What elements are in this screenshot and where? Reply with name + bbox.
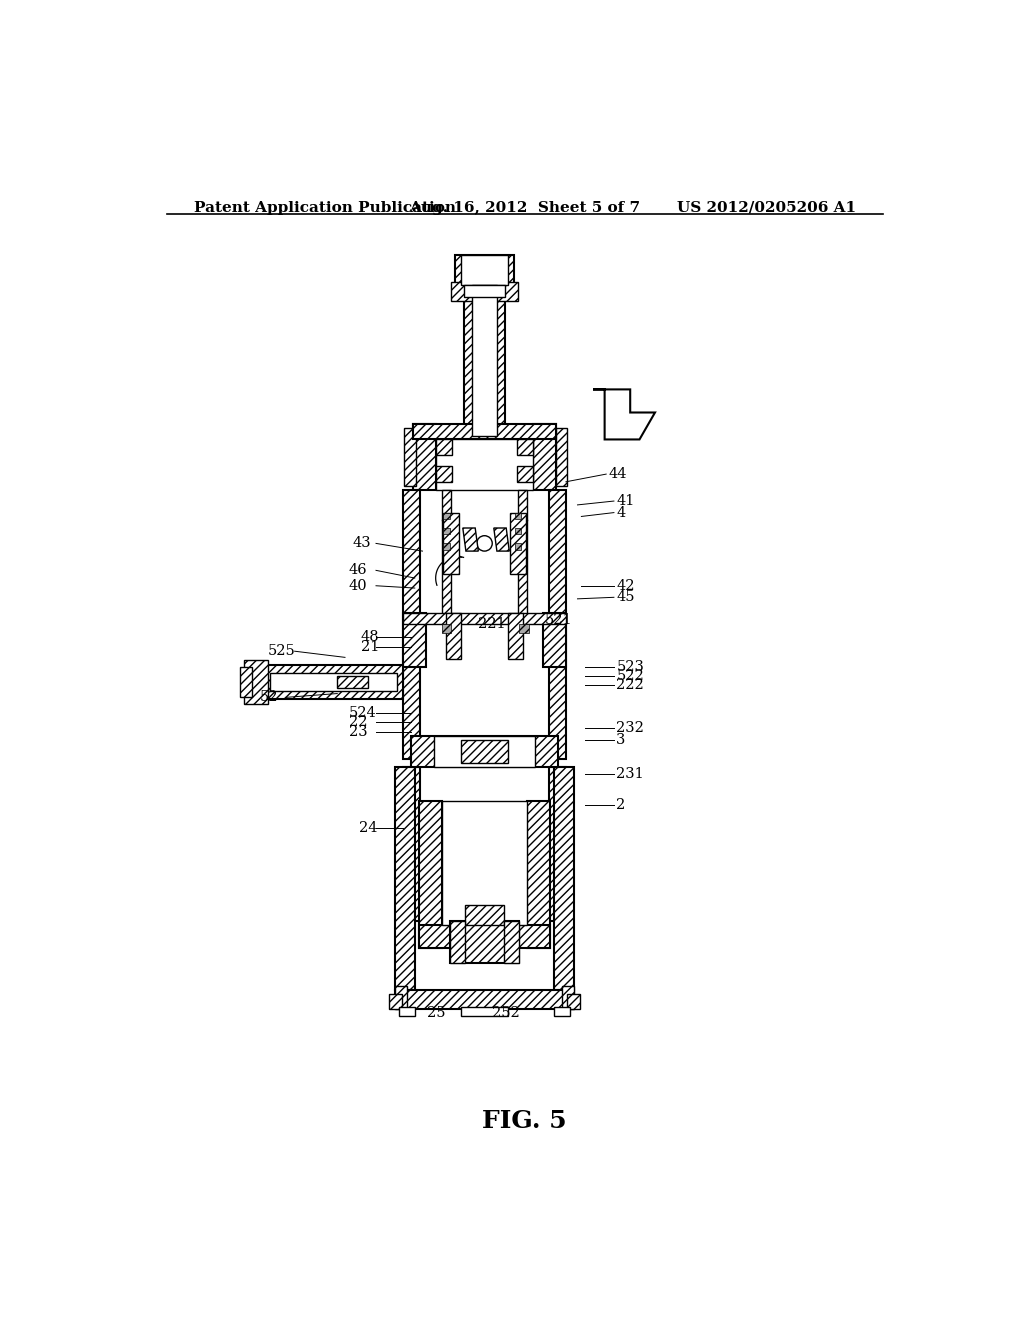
- Bar: [403, 767, 420, 921]
- Text: 40: 40: [349, 578, 368, 593]
- Bar: [395, 986, 407, 1010]
- Bar: [414, 424, 556, 440]
- Bar: [517, 440, 532, 455]
- Bar: [549, 767, 566, 921]
- Text: 41: 41: [616, 494, 635, 508]
- Bar: [442, 624, 452, 634]
- Bar: [549, 490, 566, 759]
- Bar: [464, 285, 505, 297]
- Text: 221: 221: [478, 618, 506, 631]
- Bar: [567, 994, 580, 1010]
- Text: 3: 3: [616, 733, 626, 747]
- Bar: [436, 440, 452, 455]
- Text: 522: 522: [616, 669, 644, 682]
- Bar: [399, 1007, 415, 1016]
- Bar: [527, 801, 550, 948]
- Bar: [455, 255, 514, 285]
- Text: 23: 23: [349, 725, 368, 739]
- Bar: [443, 512, 450, 519]
- Text: 24: 24: [359, 821, 378, 836]
- Bar: [452, 281, 518, 301]
- Bar: [510, 512, 525, 574]
- Text: 231: 231: [616, 767, 644, 781]
- Bar: [554, 1007, 569, 1016]
- Text: 4: 4: [616, 506, 626, 520]
- Text: 2: 2: [616, 799, 626, 812]
- Bar: [445, 612, 461, 659]
- Bar: [443, 544, 450, 549]
- Bar: [436, 466, 452, 482]
- Bar: [245, 660, 267, 704]
- Bar: [461, 1007, 508, 1016]
- Bar: [403, 612, 426, 667]
- Text: 25: 25: [427, 1006, 445, 1020]
- Bar: [442, 801, 527, 924]
- Text: 48: 48: [360, 631, 379, 644]
- Bar: [543, 612, 566, 667]
- Bar: [403, 612, 566, 624]
- Text: 21: 21: [360, 640, 379, 655]
- Bar: [395, 990, 573, 1010]
- Bar: [442, 490, 452, 624]
- Polygon shape: [593, 389, 655, 440]
- Bar: [508, 612, 523, 659]
- Bar: [389, 994, 401, 1010]
- Bar: [419, 924, 550, 948]
- Bar: [517, 466, 532, 482]
- Text: 524: 524: [349, 706, 377, 719]
- Bar: [241, 667, 252, 697]
- Bar: [414, 424, 436, 490]
- Text: 43: 43: [352, 536, 372, 550]
- Text: 252: 252: [492, 1006, 519, 1020]
- Bar: [556, 428, 567, 486]
- Bar: [461, 739, 508, 763]
- Text: 42: 42: [616, 578, 635, 593]
- Text: 525: 525: [267, 644, 295, 659]
- Text: US 2012/0205206 A1: US 2012/0205206 A1: [677, 201, 856, 215]
- Bar: [419, 801, 442, 948]
- Bar: [443, 528, 450, 535]
- Polygon shape: [463, 528, 478, 552]
- Bar: [436, 440, 532, 490]
- Bar: [270, 673, 397, 692]
- Bar: [461, 255, 508, 285]
- Text: 232: 232: [616, 721, 644, 735]
- Text: Patent Application Publication: Patent Application Publication: [194, 201, 456, 215]
- Bar: [532, 424, 556, 490]
- Bar: [515, 528, 521, 535]
- Bar: [465, 906, 504, 924]
- Text: 46: 46: [349, 564, 368, 577]
- Text: 44: 44: [608, 467, 627, 480]
- Bar: [515, 544, 521, 549]
- Bar: [515, 512, 521, 519]
- Bar: [504, 921, 519, 964]
- Bar: [464, 285, 505, 436]
- Bar: [562, 986, 573, 1010]
- Text: 22: 22: [349, 715, 368, 729]
- Bar: [443, 512, 459, 574]
- Bar: [450, 921, 519, 964]
- Text: Aug. 16, 2012  Sheet 5 of 7: Aug. 16, 2012 Sheet 5 of 7: [410, 201, 640, 215]
- Circle shape: [477, 536, 493, 552]
- Text: FIG. 5: FIG. 5: [482, 1109, 567, 1133]
- Bar: [450, 921, 465, 964]
- Bar: [403, 490, 420, 759]
- Bar: [403, 428, 416, 486]
- Text: 222: 222: [616, 678, 644, 692]
- Bar: [395, 767, 415, 990]
- Bar: [263, 665, 403, 700]
- Bar: [554, 767, 573, 990]
- Bar: [411, 737, 558, 767]
- Bar: [518, 490, 527, 624]
- Text: 52: 52: [260, 690, 279, 705]
- Bar: [519, 624, 528, 634]
- Text: 523: 523: [616, 660, 644, 673]
- Text: 521: 521: [545, 614, 572, 627]
- Polygon shape: [494, 528, 509, 552]
- Text: 45: 45: [616, 590, 635, 605]
- Bar: [472, 285, 497, 436]
- Bar: [434, 737, 535, 767]
- Bar: [337, 676, 369, 688]
